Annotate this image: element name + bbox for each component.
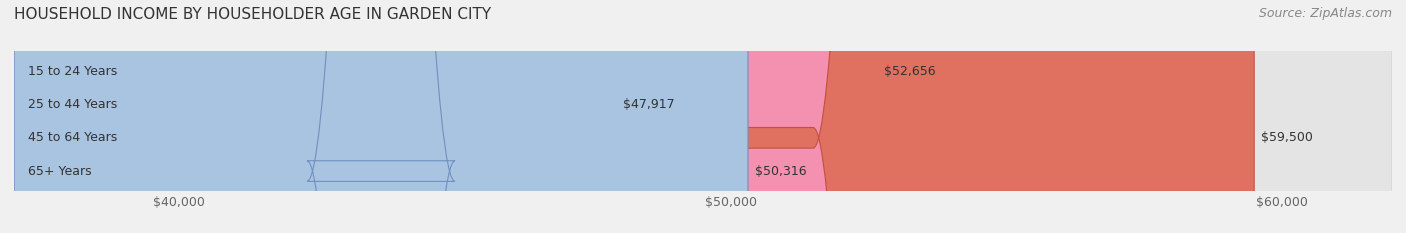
Text: $52,656: $52,656	[884, 65, 935, 78]
FancyBboxPatch shape	[14, 0, 1392, 233]
FancyBboxPatch shape	[14, 0, 1392, 233]
FancyBboxPatch shape	[14, 0, 1254, 233]
Text: 25 to 44 Years: 25 to 44 Years	[28, 98, 117, 111]
Text: $59,500: $59,500	[1261, 131, 1313, 144]
Text: Source: ZipAtlas.com: Source: ZipAtlas.com	[1258, 7, 1392, 20]
Text: $50,316: $50,316	[755, 164, 807, 178]
Text: 45 to 64 Years: 45 to 64 Years	[28, 131, 117, 144]
Text: 65+ Years: 65+ Years	[28, 164, 91, 178]
FancyBboxPatch shape	[14, 0, 616, 233]
Text: HOUSEHOLD INCOME BY HOUSEHOLDER AGE IN GARDEN CITY: HOUSEHOLD INCOME BY HOUSEHOLDER AGE IN G…	[14, 7, 491, 22]
FancyBboxPatch shape	[14, 0, 748, 233]
FancyBboxPatch shape	[14, 0, 877, 233]
FancyBboxPatch shape	[14, 0, 1392, 233]
FancyBboxPatch shape	[14, 0, 1392, 233]
Text: 15 to 24 Years: 15 to 24 Years	[28, 65, 117, 78]
Text: $47,917: $47,917	[623, 98, 675, 111]
